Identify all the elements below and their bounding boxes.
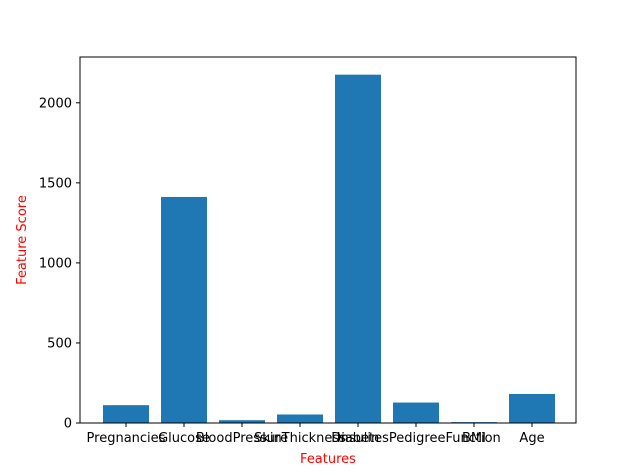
x-tick-label: BloodPressure xyxy=(196,431,288,446)
x-axis-title: Features xyxy=(300,452,356,467)
x-tick-label: DiabetesPedigreeFunction xyxy=(331,431,501,446)
x-tick-label: Insulin xyxy=(337,431,380,446)
x-tick-label: Age xyxy=(519,431,544,446)
y-axis-title: Feature Score xyxy=(15,195,30,285)
x-axis-ticks: PregnanciesGlucoseBloodPressureSkinThick… xyxy=(87,423,545,446)
y-tick-label: 1500 xyxy=(39,176,72,191)
bar-DiabetesPedigreeFunction xyxy=(393,402,439,423)
y-tick-label: 0 xyxy=(64,417,72,432)
bar-Glucose xyxy=(161,196,207,423)
y-axis-ticks: 0 500 1000 1500 2000 xyxy=(39,96,80,432)
bars-group xyxy=(103,74,555,423)
y-tick-label: 1000 xyxy=(39,256,72,271)
bar-Age xyxy=(509,393,555,423)
bar-Insulin xyxy=(335,74,381,423)
x-tick-label: Pregnancies xyxy=(87,431,166,446)
x-tick-label: SkinThickness xyxy=(254,431,346,446)
y-tick-label: 2000 xyxy=(39,96,72,111)
bar-SkinThickness xyxy=(277,414,323,423)
y-tick-label: 500 xyxy=(47,336,72,351)
x-tick-label: Glucose xyxy=(158,431,210,446)
bar-BloodPressure xyxy=(219,420,265,423)
x-tick-label: BMI xyxy=(462,431,486,446)
plot-frame xyxy=(79,56,577,424)
bar-Pregnancies xyxy=(103,405,149,423)
